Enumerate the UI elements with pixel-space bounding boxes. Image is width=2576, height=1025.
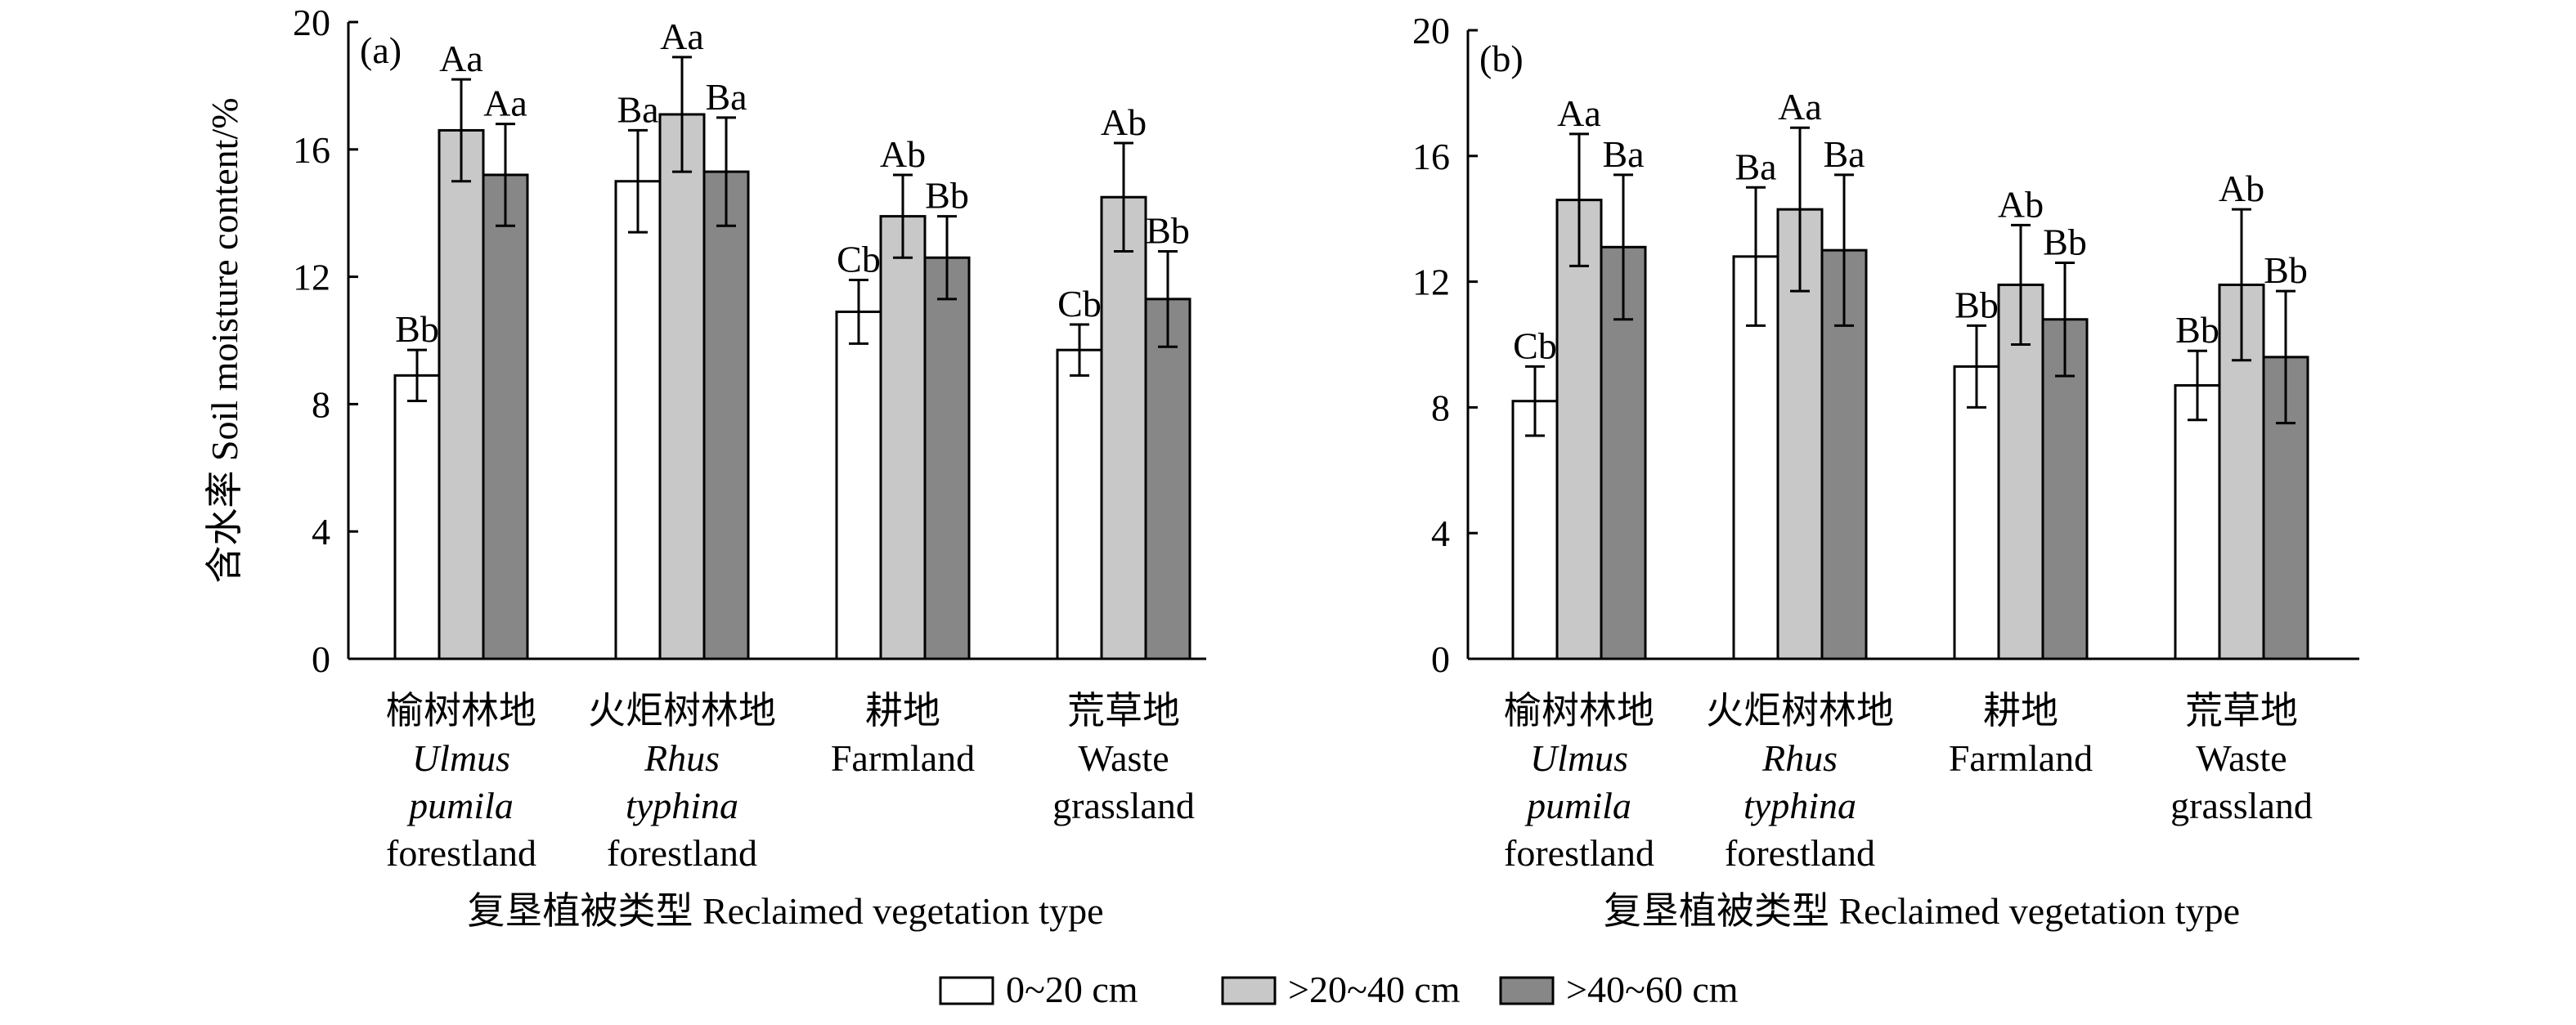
bar-2-4 (1100, 195, 1147, 660)
significance-label: Ab (2219, 168, 2264, 209)
bar-1-1 (1511, 400, 1559, 660)
category-label-en: grassland (1052, 785, 1195, 826)
y-tick-label: 12 (293, 257, 330, 298)
y-axis-title: 含水率 Soil moisture content/% (204, 97, 245, 583)
legend-label-1: 0~20 cm (1006, 969, 1138, 1010)
category-label-cn: 耕地 (1983, 690, 2058, 732)
significance-label: Bb (2175, 309, 2219, 351)
y-tick-label: 8 (1431, 387, 1450, 428)
y-tick-label: 20 (1412, 10, 1450, 51)
significance-label: Aa (1778, 86, 1822, 128)
significance-label: Ba (705, 76, 747, 118)
category-label-en: Ulmus (1530, 737, 1628, 779)
significance-label: Bb (925, 175, 969, 217)
y-tick-label: 8 (312, 383, 330, 425)
category-label-cn: 榆树林地 (1504, 690, 1654, 732)
significance-label: Bb (395, 308, 439, 350)
legend-label-3: >40~60 cm (1566, 969, 1739, 1010)
category-label-en: Waste (1078, 737, 1169, 779)
bar-3-4 (1144, 298, 1192, 660)
category-label-en: Rhus (1761, 737, 1838, 779)
y-tick-label: 0 (1431, 638, 1450, 680)
bar-1-3 (835, 310, 882, 660)
y-tick-label: 16 (293, 129, 330, 171)
bar-1-3 (1953, 365, 2000, 660)
category-label-cn: 火炬树林地 (1706, 690, 1894, 732)
significance-label: Cb (1057, 283, 1102, 325)
category-label-en: forestland (607, 832, 757, 874)
category-label-en: forestland (1504, 832, 1654, 874)
y-tick-label: 4 (1431, 512, 1450, 554)
bar-2-3 (879, 215, 927, 660)
bar-1-1 (393, 374, 441, 660)
category-label-en: Farmland (1949, 737, 2093, 779)
significance-label: Ba (1735, 145, 1776, 187)
legend: 0~20 cm >20~40 cm >40~60 cm (939, 969, 1739, 1010)
bar-1-2 (614, 180, 662, 660)
legend-swatch-2 (1221, 976, 1277, 1005)
bar-1-4 (1056, 348, 1103, 660)
significance-label: Ba (617, 88, 658, 130)
category-label-en: Ulmus (412, 737, 510, 779)
y-tick-label: 0 (312, 638, 330, 680)
significance-label: Bb (2264, 249, 2308, 291)
category-label-cn: 荒草地 (2185, 690, 2298, 732)
category-label-cn: 火炬树林地 (588, 690, 776, 732)
significance-label: Aa (439, 38, 483, 79)
significance-label: Aa (1557, 92, 1601, 134)
panel-b: 0 4 8 12 16 20 (b) Cb Ba Bb Bb Aa Aa Ab Ab Ba Ba Bb Bb 榆树林地… (1412, 10, 2359, 932)
significance-label: Ab (1998, 183, 2044, 225)
significance-label: Bb (1146, 209, 1190, 251)
bar-3-1 (482, 173, 529, 660)
significance-label: Aa (483, 83, 527, 124)
significance-label: Ba (1602, 133, 1644, 175)
x-axis-title: 复垦植被类型 Reclaimed vegetation type (1604, 890, 2240, 932)
panel-label: (a) (360, 29, 402, 71)
bar-2-1 (438, 128, 485, 660)
significance-label: Ab (880, 133, 926, 175)
bar-2-1 (1555, 199, 1603, 660)
category-label-en: forestland (1725, 832, 1875, 874)
significance-label: Bb (2043, 222, 2087, 263)
significance-label: Cb (837, 238, 881, 280)
y-tick-label: 16 (1412, 136, 1450, 177)
category-label-en: forestland (386, 832, 536, 874)
bar-3-3 (923, 256, 971, 660)
category-label-en: typhina (1744, 785, 1856, 826)
significance-label: Ab (1101, 101, 1147, 143)
category-label-en: pumila (1524, 785, 1631, 826)
x-axis-title: 复垦植被类型 Reclaimed vegetation type (468, 890, 1104, 932)
significance-label: Aa (660, 16, 704, 57)
y-tick-label: 4 (312, 511, 330, 553)
significance-label: Bb (1954, 284, 1999, 325)
significance-label: Cb (1513, 325, 1557, 366)
significance-label: Ba (1823, 133, 1865, 175)
category-label-en: pumila (406, 785, 514, 826)
bar-3-2 (702, 170, 750, 660)
category-label-cn: 荒草地 (1067, 690, 1180, 732)
legend-swatch-1 (939, 976, 994, 1005)
category-label-en: Rhus (644, 737, 720, 779)
category-label-cn: 耕地 (865, 690, 940, 732)
category-label-en: Waste (2196, 737, 2287, 779)
y-tick-label: 12 (1412, 262, 1450, 303)
bar-2-3 (1997, 283, 2044, 660)
y-tick-label: 20 (293, 2, 330, 43)
panel-label: (b) (1479, 38, 1524, 79)
legend-swatch-3 (1499, 976, 1555, 1005)
category-label-en: typhina (626, 785, 738, 826)
bar-1-4 (2174, 383, 2221, 660)
category-label-en: Farmland (831, 737, 975, 779)
legend-label-2: >20~40 cm (1288, 969, 1461, 1010)
category-label-en: grassland (2170, 785, 2313, 826)
bar-2-2 (658, 113, 706, 660)
category-label-cn: 榆树林地 (386, 690, 536, 732)
